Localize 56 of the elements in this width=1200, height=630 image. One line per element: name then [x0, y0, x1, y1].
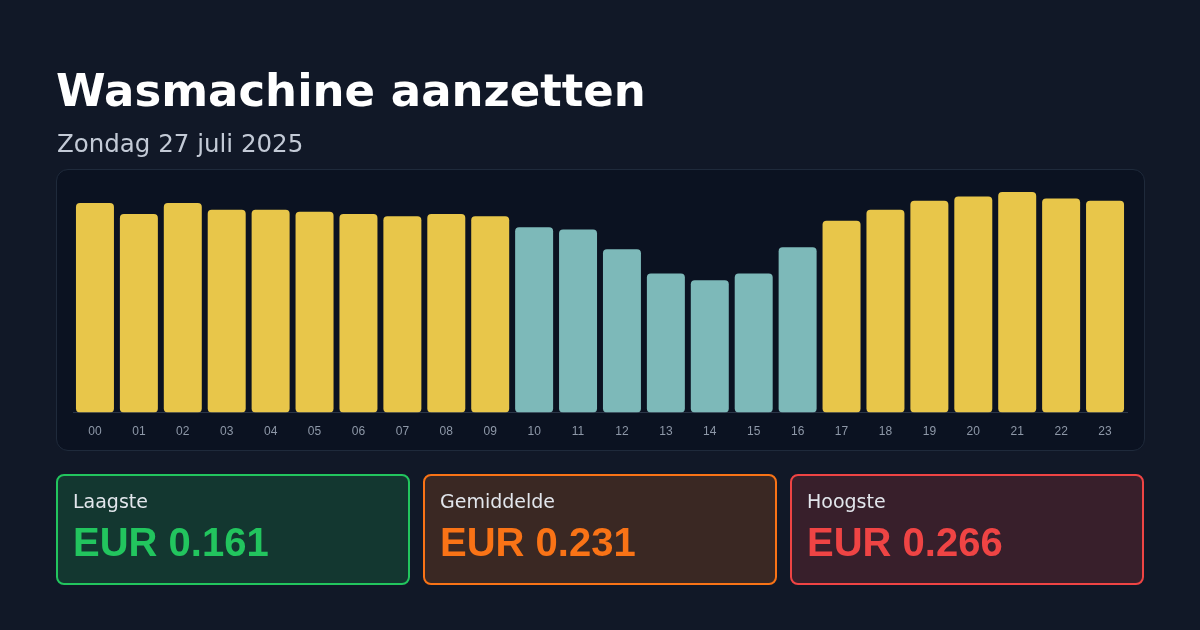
- x-tick-label: 22: [1054, 424, 1069, 439]
- chart-subtitle: Zondag 27 juli 2025: [57, 129, 304, 158]
- bar: [515, 227, 554, 413]
- x-tick-label: 13: [659, 424, 673, 439]
- x-tick-label: 04: [263, 424, 278, 439]
- bar: [295, 211, 334, 413]
- bar: [734, 273, 773, 413]
- x-tick-label: 07: [395, 424, 410, 439]
- x-tick-label: 16: [790, 424, 805, 439]
- x-tick-label: 23: [1098, 424, 1113, 439]
- bar: [559, 229, 598, 413]
- x-tick-label: 15: [747, 424, 761, 439]
- x-tick-label: 17: [834, 424, 849, 439]
- bar: [75, 203, 114, 413]
- x-tick-label: 09: [483, 424, 498, 439]
- x-tick-label: 03: [220, 424, 234, 439]
- text: Gemiddelde: [440, 490, 556, 512]
- bar: [339, 214, 378, 413]
- text: Laagste: [73, 490, 148, 512]
- bar: [471, 216, 510, 413]
- x-tick-label: 06: [351, 424, 366, 439]
- bar: [427, 214, 466, 413]
- x-tick-label: 14: [703, 424, 717, 439]
- text: EUR 0.266: [807, 520, 1003, 564]
- bar: [207, 209, 246, 413]
- bar: [954, 196, 993, 413]
- x-tick-label: 02: [176, 424, 190, 439]
- text: EUR 0.161: [73, 520, 269, 564]
- bar: [251, 209, 290, 413]
- x-tick-label: 19: [922, 424, 937, 439]
- x-tick-label: 11: [571, 424, 585, 439]
- x-tick-label: 21: [1010, 424, 1025, 439]
- bar: [1086, 200, 1125, 413]
- bar: [602, 249, 641, 413]
- x-tick-label: 10: [527, 424, 542, 439]
- x-tick-label: 12: [615, 424, 629, 439]
- bar: [383, 216, 422, 413]
- bar: [998, 192, 1037, 413]
- x-tick-label: 18: [878, 424, 893, 439]
- text: Hoogste: [807, 490, 886, 512]
- bar: [910, 200, 949, 413]
- x-tick-label: 08: [439, 424, 454, 439]
- bar: [646, 273, 685, 413]
- x-tick-label: 05: [307, 424, 322, 439]
- bar: [1042, 198, 1081, 413]
- x-tick-label: 00: [88, 424, 102, 439]
- bar: [690, 280, 729, 413]
- bar: [866, 209, 905, 413]
- chart-title: Wasmachine aanzetten: [56, 64, 646, 117]
- x-tick-label: 01: [132, 424, 146, 439]
- x-tick-label: 20: [966, 424, 981, 439]
- bar: [163, 203, 202, 413]
- bar: [119, 214, 158, 413]
- bar: [778, 247, 817, 413]
- bar: [822, 220, 861, 413]
- text: EUR 0.231: [440, 520, 636, 564]
